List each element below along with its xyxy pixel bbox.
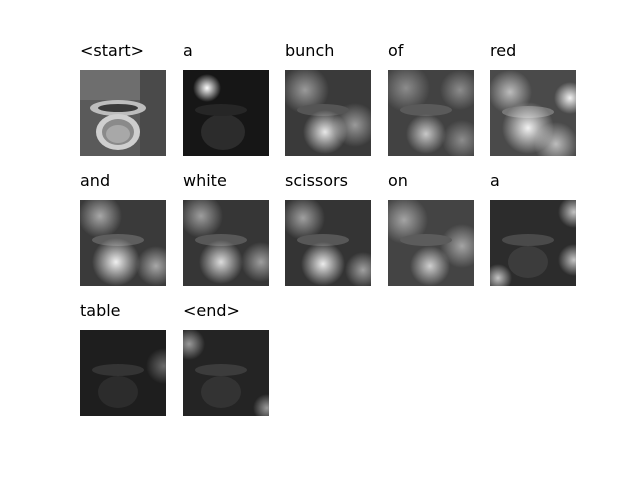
attention-map — [490, 200, 576, 286]
caption-word: of — [388, 41, 404, 60]
caption-word: a — [183, 41, 193, 60]
caption-word: white — [183, 171, 227, 190]
attention-map — [388, 200, 474, 286]
caption-word: red — [490, 41, 517, 60]
attention-map — [183, 200, 269, 286]
attention-map — [183, 330, 269, 416]
caption-word: <end> — [183, 301, 240, 320]
caption-word: <start> — [80, 41, 145, 60]
caption-word: on — [388, 171, 408, 190]
source-photo — [80, 70, 166, 156]
attention-map — [285, 200, 371, 286]
attention-map — [80, 200, 166, 286]
attention-map — [183, 70, 269, 156]
attention-map — [490, 70, 576, 156]
caption-word: and — [80, 171, 111, 190]
attention-map — [80, 330, 166, 416]
caption-word: table — [80, 301, 121, 320]
caption-word: a — [490, 171, 500, 190]
attention-map — [388, 70, 474, 156]
caption-word: scissors — [285, 171, 348, 190]
attention-map — [285, 70, 371, 156]
caption-word: bunch — [285, 41, 335, 60]
